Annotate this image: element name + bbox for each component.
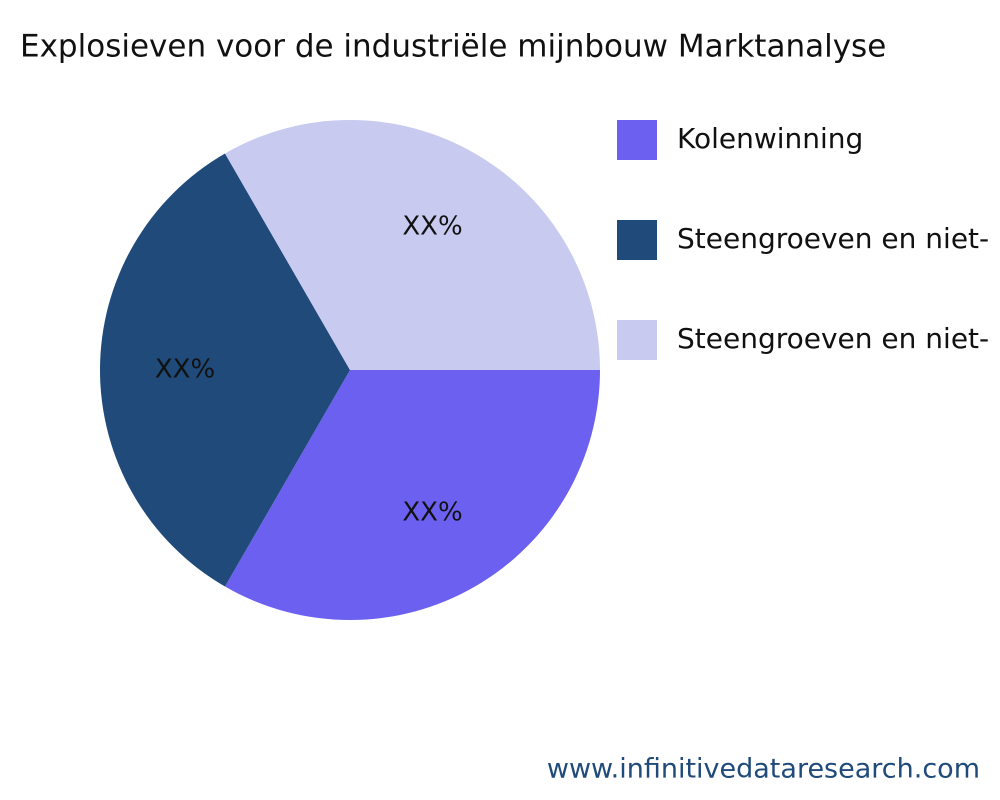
slice-label: XX%: [402, 212, 462, 242]
legend-label: Kolenwinning: [677, 122, 863, 155]
chart-title: Explosieven voor de industriële mijnbouw…: [20, 29, 886, 65]
slice-label: XX%: [155, 355, 215, 385]
legend-swatch: [617, 320, 657, 360]
slice-label: XX%: [402, 497, 462, 527]
pie-slice: [225, 370, 600, 620]
footer-link: www.infinitivedataresearch.com: [547, 754, 980, 785]
legend-swatch: [617, 120, 657, 160]
legend-label: Steengroeven en niet-: [677, 322, 989, 355]
legend-label: Steengroeven en niet-: [677, 222, 989, 255]
legend-swatch: [617, 220, 657, 260]
pie-slice: [225, 119, 600, 370]
